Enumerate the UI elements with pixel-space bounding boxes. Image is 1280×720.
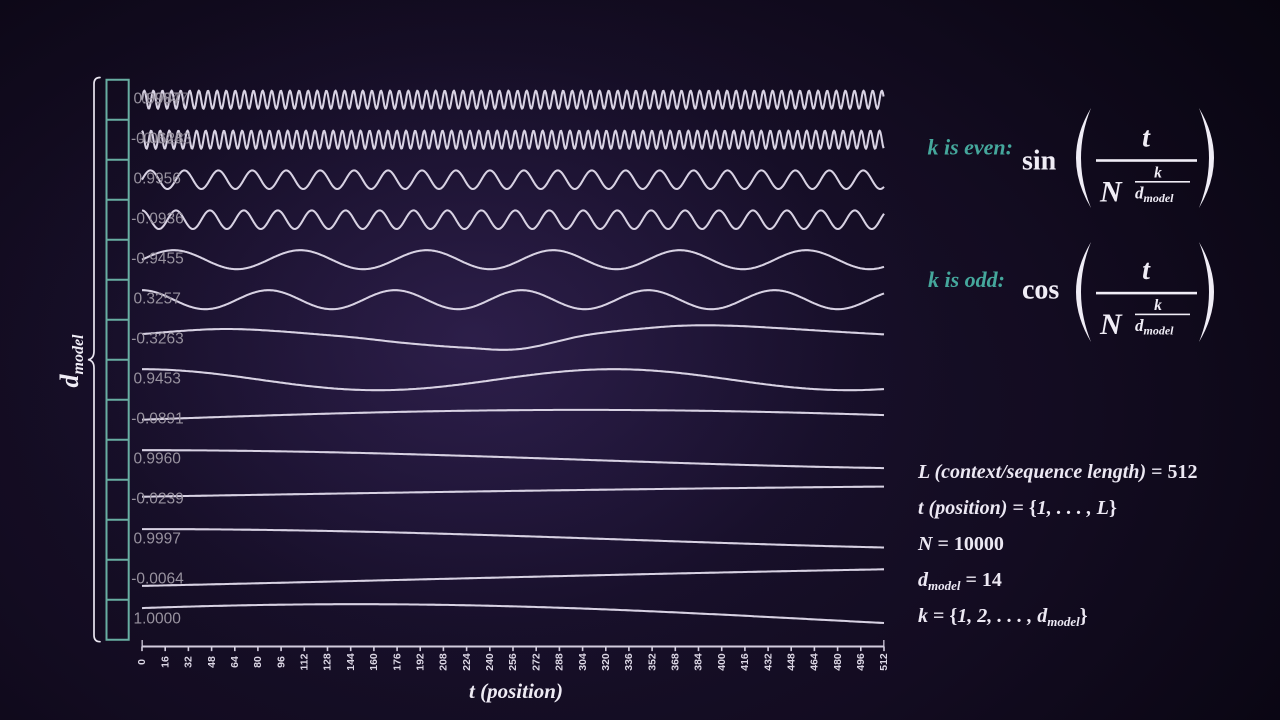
svg-text:352: 352 — [646, 653, 658, 671]
svg-text:144: 144 — [345, 653, 357, 671]
svg-text:480: 480 — [832, 653, 844, 671]
svg-text:t: t — [1142, 255, 1151, 286]
svg-text:240: 240 — [484, 653, 496, 671]
svg-text:k is even:: k is even: — [927, 135, 1013, 160]
svg-text:176: 176 — [391, 653, 403, 671]
svg-text:0: 0 — [136, 659, 148, 665]
svg-text:288: 288 — [554, 653, 566, 671]
svg-text:k = {1, 2, . . . , dmodel}: k = {1, 2, . . . , dmodel} — [918, 605, 1088, 629]
svg-text:448: 448 — [786, 653, 798, 671]
svg-text:432: 432 — [762, 653, 774, 671]
svg-text:-0.0628: -0.0628 — [131, 131, 184, 148]
svg-text:416: 416 — [739, 653, 751, 671]
svg-text:160: 160 — [368, 653, 380, 671]
svg-text:dmodel: dmodel — [1135, 184, 1174, 206]
svg-text:dmodel: dmodel — [55, 334, 87, 388]
svg-text:1.0000: 1.0000 — [134, 611, 182, 628]
svg-text:0.9453: 0.9453 — [134, 371, 181, 388]
svg-text:80: 80 — [252, 656, 264, 668]
svg-text:N: N — [1099, 176, 1123, 209]
svg-text:16: 16 — [159, 656, 171, 668]
svg-text:k: k — [1154, 297, 1162, 314]
svg-text:-0.0891: -0.0891 — [131, 411, 184, 428]
svg-text:464: 464 — [809, 653, 821, 671]
svg-text:-0.0064: -0.0064 — [131, 571, 184, 588]
svg-text:320: 320 — [600, 653, 612, 671]
svg-text:-0.9455: -0.9455 — [131, 251, 184, 268]
svg-text:0.9956: 0.9956 — [134, 171, 181, 188]
svg-text:384: 384 — [693, 653, 705, 671]
svg-text:496: 496 — [855, 653, 867, 671]
svg-text:128: 128 — [322, 653, 334, 671]
svg-text:t: t — [1142, 123, 1151, 154]
svg-text:0.9997: 0.9997 — [134, 531, 181, 548]
svg-text:dmodel: dmodel — [1135, 316, 1174, 338]
svg-text:0.9960: 0.9960 — [134, 451, 182, 468]
svg-text:512: 512 — [878, 653, 890, 671]
svg-text:0.9947: 0.9947 — [141, 91, 188, 108]
svg-text:304: 304 — [577, 653, 589, 671]
svg-text:dmodel = 14: dmodel = 14 — [918, 569, 1002, 593]
svg-text:-0.3263: -0.3263 — [131, 331, 184, 348]
svg-text:t (position): t (position) — [469, 679, 563, 703]
svg-text:cos: cos — [1022, 275, 1059, 306]
svg-text:L (context/sequence length) =: L (context/sequence length) = 512 — [917, 461, 1198, 483]
svg-text:0.3257: 0.3257 — [134, 291, 181, 308]
svg-text:272: 272 — [530, 653, 542, 671]
svg-text:96: 96 — [275, 656, 287, 668]
svg-text:-0.0239: -0.0239 — [131, 491, 184, 508]
svg-text:64: 64 — [229, 656, 241, 668]
svg-text:224: 224 — [461, 653, 473, 671]
svg-text:256: 256 — [507, 653, 519, 671]
svg-text:112: 112 — [299, 653, 311, 670]
svg-text:192: 192 — [414, 653, 426, 671]
svg-text:368: 368 — [670, 653, 682, 671]
svg-text:336: 336 — [623, 653, 635, 671]
svg-text:N = 10000: N = 10000 — [917, 533, 1004, 555]
svg-text:-0.0443: -0.0443 — [139, 131, 192, 148]
svg-text:t (position) = {1, . . . , L}: t (position) = {1, . . . , L} — [918, 497, 1117, 519]
svg-text:sin: sin — [1022, 145, 1057, 176]
svg-text:k is odd:: k is odd: — [928, 267, 1005, 292]
svg-text:N: N — [1099, 308, 1123, 341]
svg-text:400: 400 — [716, 653, 728, 671]
svg-text:-0.0936: -0.0936 — [131, 211, 184, 228]
svg-text:208: 208 — [438, 653, 450, 671]
svg-text:k: k — [1154, 165, 1162, 182]
svg-text:48: 48 — [206, 656, 218, 668]
svg-text:0.9987: 0.9987 — [134, 91, 181, 108]
svg-text:32: 32 — [183, 656, 195, 668]
